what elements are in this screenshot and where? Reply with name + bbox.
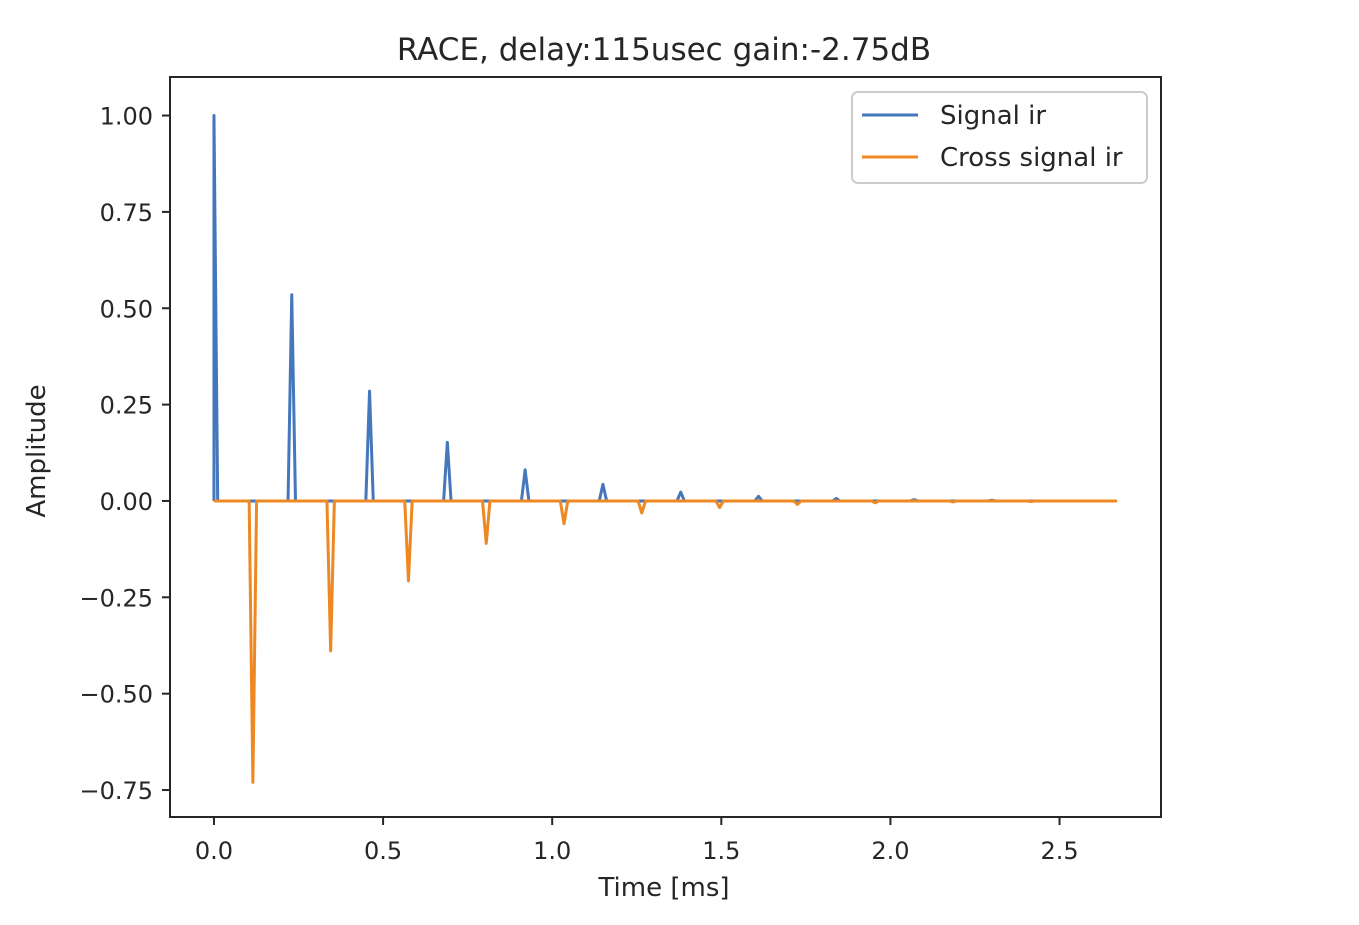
series-line-cross-signal-ir: [213, 499, 1118, 784]
x-tick-label: 2.5: [1040, 837, 1078, 865]
x-axis-label: Time [ms]: [597, 873, 729, 903]
series-layer: [212, 114, 1118, 784]
x-tick-label: 1.5: [702, 837, 740, 865]
y-tick-label: 1.00: [100, 103, 153, 131]
x-tick-label: 2.0: [871, 837, 909, 865]
x-axis: 0.0 0.5 1.0 1.5 2.0 2.5: [195, 817, 1079, 865]
y-tick-label: −0.25: [79, 584, 153, 612]
y-tick-label: −0.50: [79, 681, 153, 709]
y-tick-label: 0.00: [100, 488, 153, 516]
y-tick-label: 0.75: [100, 199, 153, 227]
y-tick-label: 0.25: [100, 392, 153, 420]
plot-area: [170, 77, 1161, 817]
x-tick-label: 1.0: [533, 837, 571, 865]
plot-frame: [169, 76, 1162, 818]
y-tick-label: 0.50: [100, 295, 153, 323]
legend: Signal ir Cross signal ir: [851, 91, 1148, 184]
x-tick-label: 0.0: [195, 837, 233, 865]
y-axis-label: Amplitude: [22, 384, 52, 517]
chart-title: RACE, delay:115usec gain:-2.75dB: [397, 32, 931, 68]
legend-label-signal-ir: Signal ir: [940, 101, 1046, 131]
legend-box: [851, 91, 1148, 184]
x-tick-label: 0.5: [364, 837, 402, 865]
y-axis: 1.00 0.75 0.50 0.25 0.00 −0.25 −0.50 −0.75: [79, 103, 170, 805]
legend-label-cross-signal-ir: Cross signal ir: [940, 143, 1123, 173]
y-tick-label: −0.75: [79, 777, 153, 805]
